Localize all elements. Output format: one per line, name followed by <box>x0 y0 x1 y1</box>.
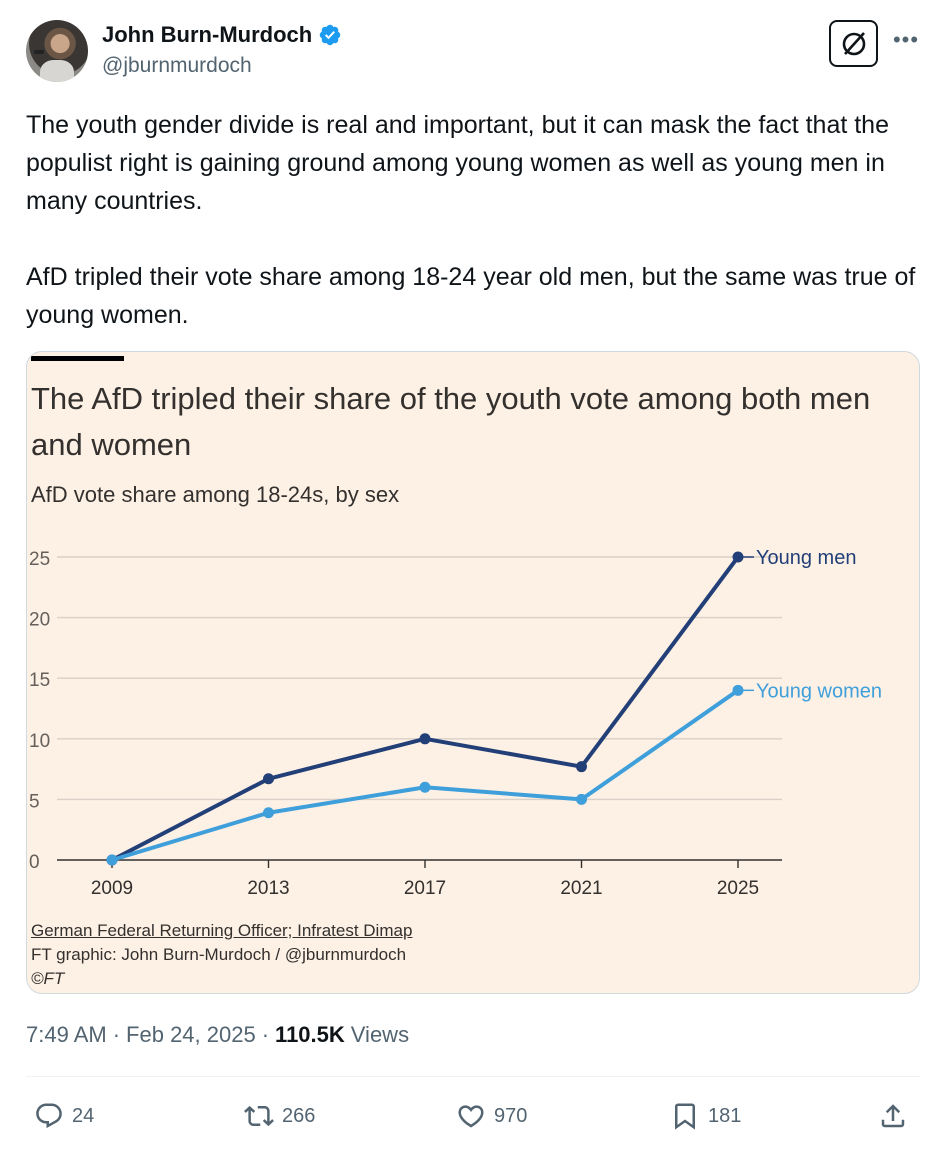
y-tick-label: 20 <box>29 610 50 631</box>
reply-count: 24 <box>72 1104 95 1127</box>
author-name-row[interactable]: John Burn-Murdoch <box>102 22 342 48</box>
y-tick-label: 0 <box>29 852 40 873</box>
data-point <box>419 781 431 793</box>
action-bar: 24 266 970 181 <box>26 1094 920 1138</box>
heart-icon <box>458 1105 484 1128</box>
chart-title: The AfD tripled their share of the youth… <box>31 381 871 462</box>
like-button[interactable]: 970 <box>456 1094 527 1138</box>
data-point <box>263 807 274 819</box>
tweet-time[interactable]: 7:49 AM <box>26 1022 107 1047</box>
like-count: 970 <box>494 1104 528 1127</box>
views-count: 110.5K <box>275 1022 345 1047</box>
more-options-icon[interactable]: ••• <box>892 27 920 52</box>
data-point <box>576 793 587 805</box>
meta-separator: · <box>112 1022 121 1047</box>
y-tick-label: 15 <box>29 670 50 691</box>
verified-badge-icon <box>319 24 341 46</box>
tweet-meta: 7:49 AM · Feb 24, 2025 · 110.5K Views <box>26 1022 409 1048</box>
x-tick-label: 2009 <box>91 878 133 899</box>
bookmark-icon <box>675 1103 695 1130</box>
tweet-text: The youth gender divide is real and impo… <box>26 111 916 329</box>
ft-brand-bar <box>31 356 124 361</box>
meta-separator: · <box>261 1022 270 1047</box>
series-label: Young women <box>756 680 882 702</box>
tweet-date[interactable]: Feb 24, 2025 <box>126 1022 256 1047</box>
y-tick-label: 25 <box>29 549 50 570</box>
reply-icon <box>36 1103 62 1129</box>
tweet-media-chart[interactable]: The AfD tripled their share of the youth… <box>26 351 920 994</box>
grok-icon <box>842 31 865 55</box>
avatar[interactable] <box>26 20 88 82</box>
chart-copyright: ©FT <box>31 969 65 988</box>
chart-credit: FT graphic: John Burn-Murdoch / @jburnmu… <box>31 945 407 964</box>
chart-subtitle: AfD vote share among 18-24s, by sex <box>31 482 400 507</box>
bookmark-count: 181 <box>708 1104 742 1127</box>
data-point <box>263 773 274 785</box>
data-point <box>576 761 587 773</box>
series-label: Young men <box>756 547 856 569</box>
series-line <box>110 555 740 862</box>
avatar-shirt <box>40 60 74 82</box>
y-tick-label: 10 <box>29 731 50 752</box>
x-tick-label: 2025 <box>717 878 759 899</box>
repost-count: 266 <box>282 1104 316 1127</box>
reply-button[interactable]: 24 <box>34 1094 94 1138</box>
data-point <box>419 733 431 745</box>
share-icon <box>881 1104 905 1128</box>
x-tick-label: 2013 <box>247 878 289 899</box>
repost-icon <box>244 1105 274 1127</box>
series-line <box>110 688 740 862</box>
divider <box>26 1076 920 1077</box>
chart-source[interactable]: German Federal Returning Officer; Infrat… <box>31 921 413 940</box>
x-tick-label: 2021 <box>560 878 602 899</box>
bookmark-button[interactable]: 181 <box>670 1094 741 1138</box>
repost-button[interactable]: 266 <box>244 1094 315 1138</box>
views-label: Views <box>350 1022 410 1047</box>
author-display-name[interactable]: John Burn-Murdoch <box>102 22 313 47</box>
share-button[interactable] <box>878 1094 908 1138</box>
avatar-microphone <box>34 50 44 54</box>
x-tick-label: 2017 <box>404 878 446 899</box>
data-point <box>106 854 118 866</box>
author-handle[interactable]: @jburnmurdoch <box>102 54 252 77</box>
grok-button[interactable] <box>829 20 878 67</box>
y-tick-label: 5 <box>29 791 40 812</box>
